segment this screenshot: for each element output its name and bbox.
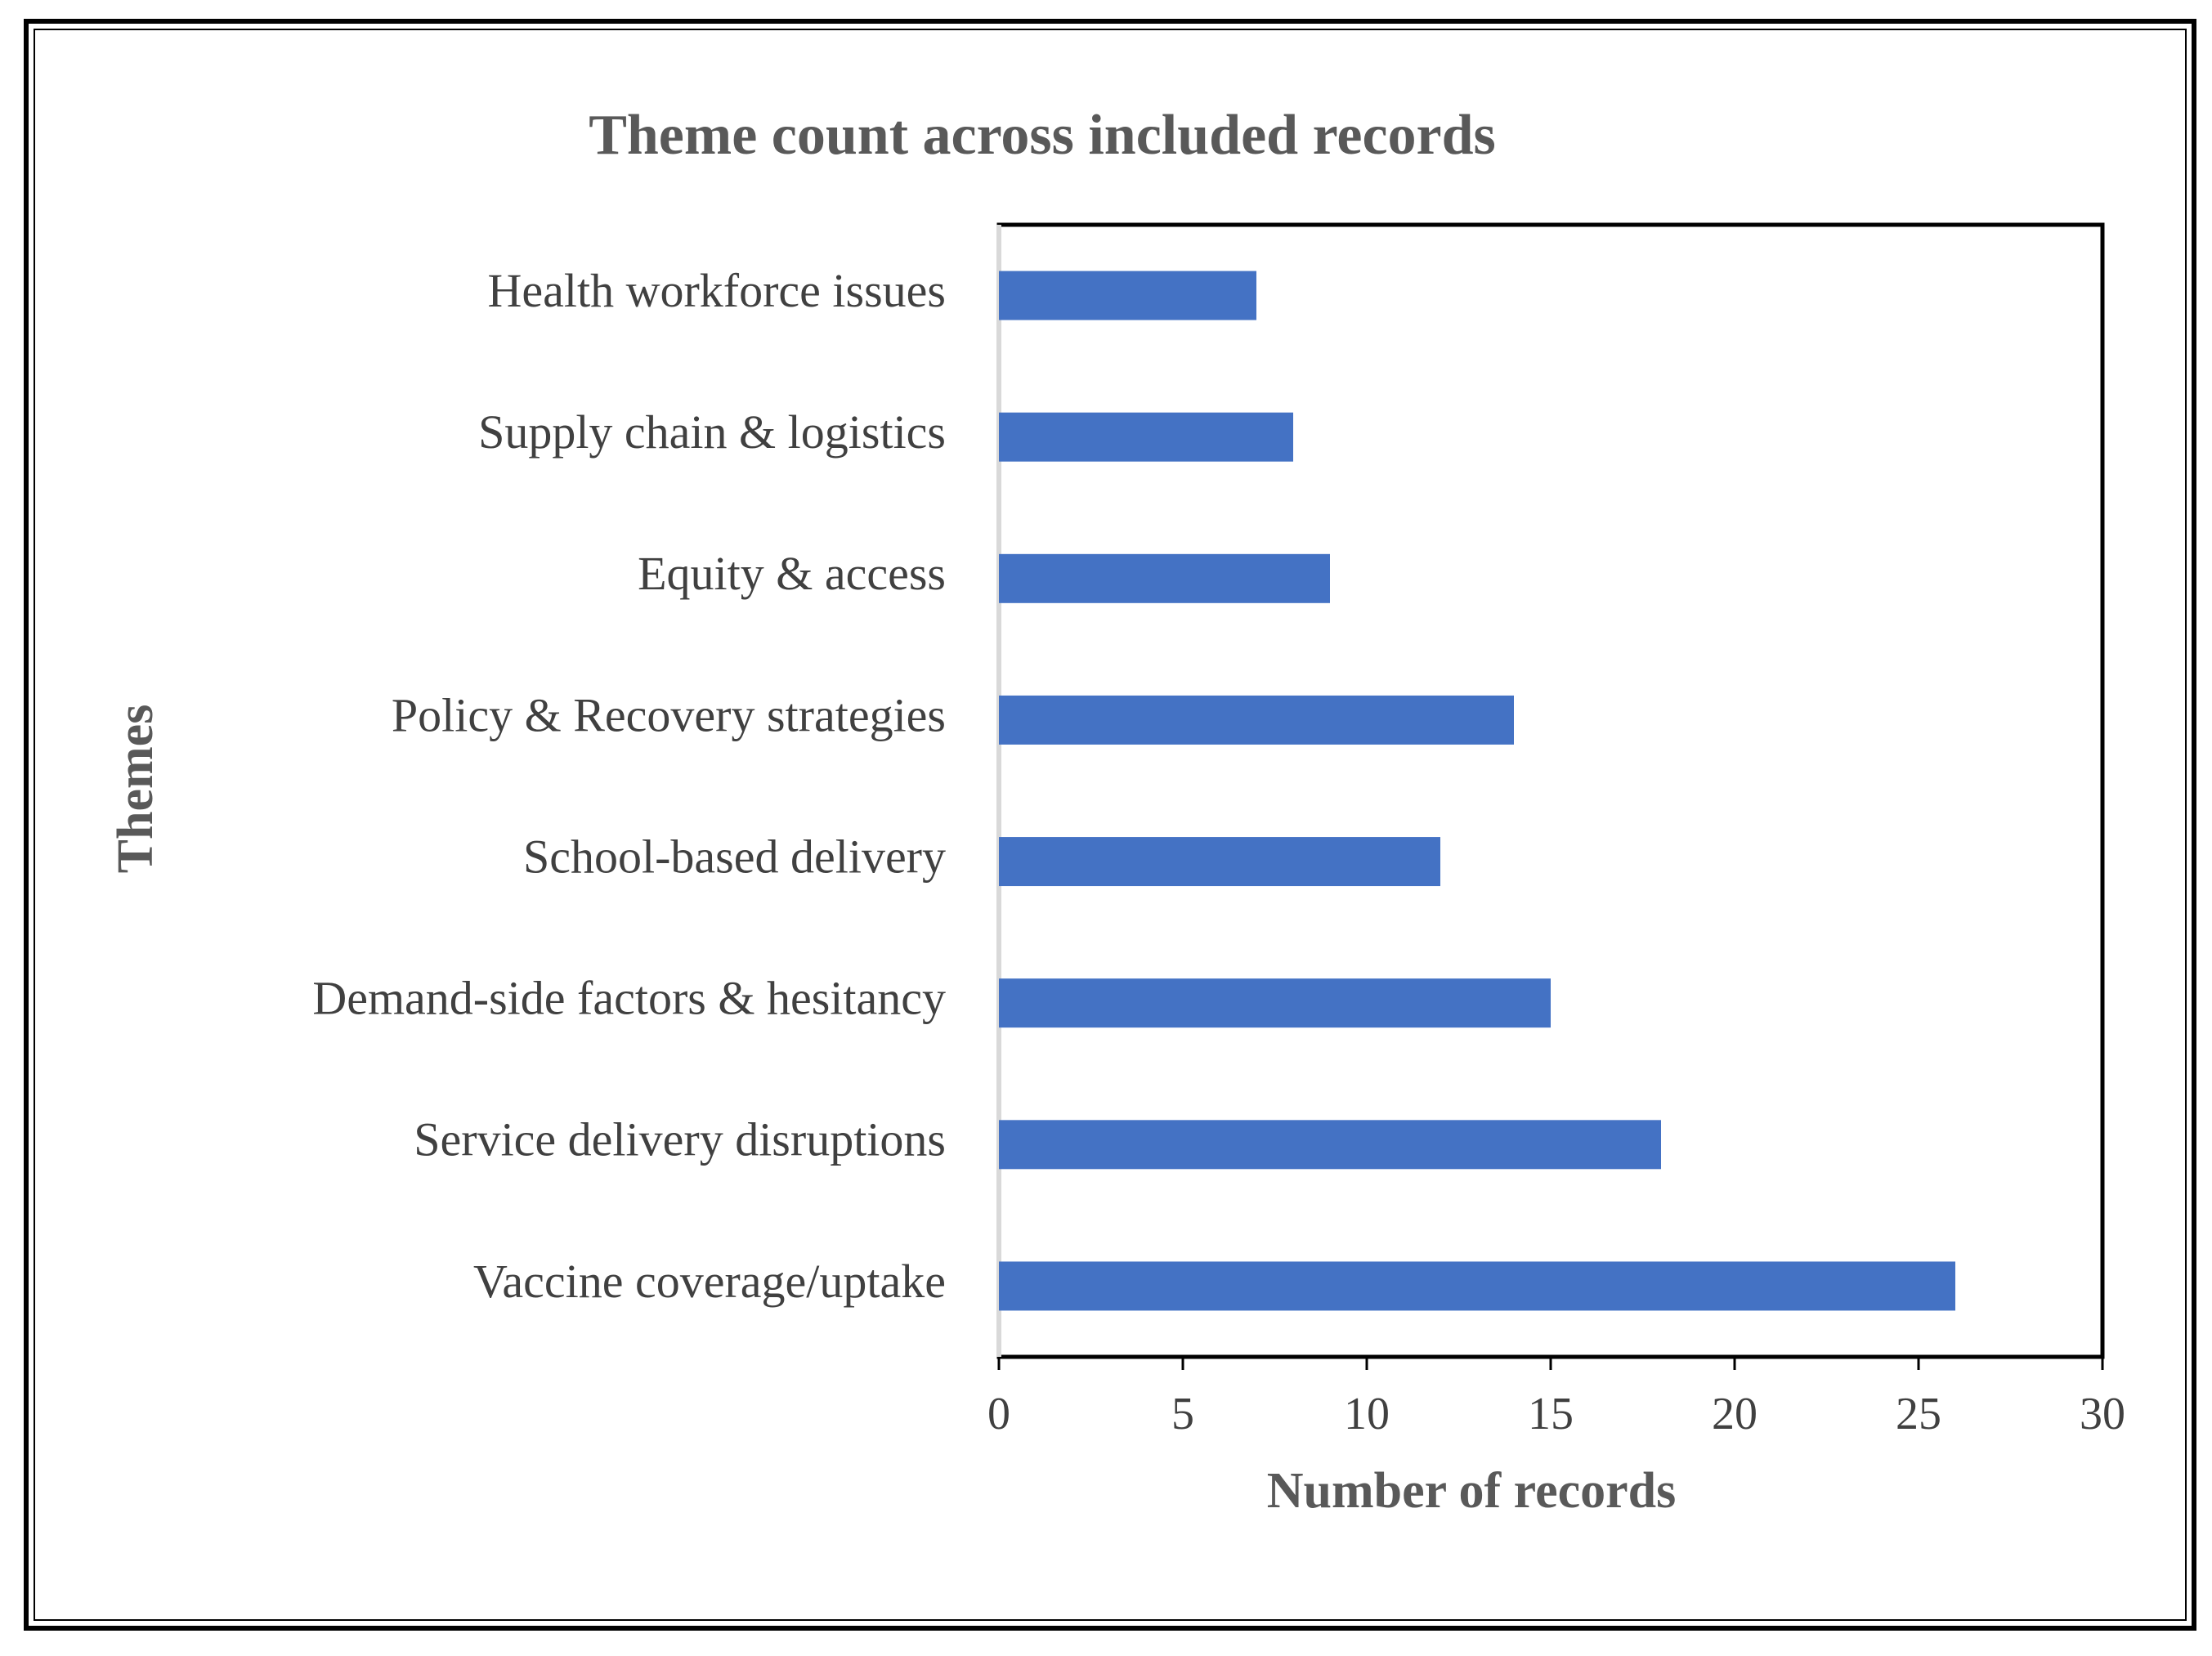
bar	[999, 1261, 1955, 1311]
y-tick-label: Health workforce issues	[488, 264, 947, 317]
bar	[999, 837, 1440, 887]
y-tick-label: School-based delivery	[523, 830, 946, 883]
inner-frame	[34, 29, 2187, 1621]
x-tick-label: 15	[1528, 1389, 1574, 1439]
x-tick-label: 5	[1171, 1389, 1194, 1439]
y-tick-label: Policy & Recovery strategies	[392, 688, 946, 741]
bar	[999, 271, 1256, 320]
y-tick-label: Service delivery disruptions	[414, 1113, 946, 1166]
y-tick-label: Vaccine coverage/uptake	[473, 1255, 946, 1308]
bar	[999, 695, 1514, 745]
x-tick-label: 25	[1896, 1389, 1941, 1439]
y-tick-label: Demand-side factors & hesitancy	[312, 972, 946, 1025]
x-axis-title: Number of records	[1267, 1463, 1677, 1519]
y-axis-title: Themes	[108, 705, 163, 874]
x-tick-label: 0	[987, 1389, 1010, 1439]
y-tick-label: Supply chain & logistics	[478, 405, 946, 459]
x-tick-label: 20	[1712, 1389, 1758, 1439]
y-tick-label: Equity & access	[638, 547, 946, 600]
bar	[999, 978, 1551, 1028]
bar	[999, 412, 1293, 462]
bar	[999, 553, 1330, 603]
chart-title: Theme count across included records	[589, 104, 1496, 167]
outer-frame	[24, 19, 2196, 1631]
x-tick-label: 30	[2080, 1389, 2125, 1439]
bar	[999, 1120, 1661, 1170]
x-tick-label: 10	[1344, 1389, 1390, 1439]
